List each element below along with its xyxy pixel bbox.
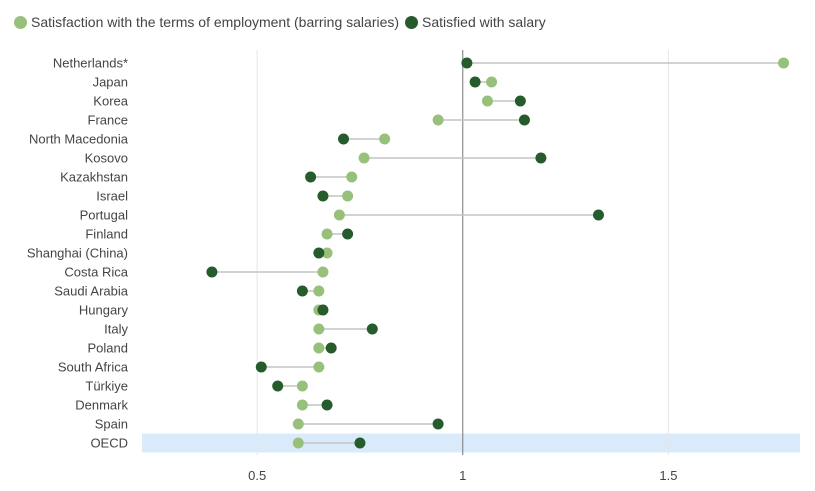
point-salary-hungary: [317, 304, 329, 316]
point-terms-oecd: [292, 437, 304, 449]
point-salary-costa-rica: [206, 266, 218, 278]
legend-swatch-salary: [405, 15, 419, 29]
category-label-hungary: Hungary: [79, 303, 129, 318]
point-terms-kazakhstan: [346, 171, 358, 183]
point-terms-italy: [313, 323, 325, 335]
point-terms-finland: [321, 228, 333, 240]
point-salary-france: [518, 114, 530, 126]
x-tick-label-0-5: 0.5: [248, 468, 266, 483]
point-terms-spain: [292, 418, 304, 430]
point-salary-denmark: [321, 399, 333, 411]
point-terms-shanghai-china: [321, 247, 333, 259]
point-salary-spain: [432, 418, 444, 430]
category-label-costa-rica: Costa Rica: [64, 265, 128, 280]
point-terms-t-rkiye: [296, 380, 308, 392]
point-salary-shanghai-china: [313, 247, 325, 259]
point-salary-japan: [469, 76, 481, 88]
highlight-band-oecd: [142, 433, 800, 453]
category-label-japan: Japan: [93, 75, 128, 90]
point-terms-denmark: [296, 399, 308, 411]
point-terms-south-africa: [313, 361, 325, 373]
category-label-israel: Israel: [96, 189, 128, 204]
category-label-oecd: OECD: [90, 436, 128, 451]
category-label-spain: Spain: [95, 417, 128, 432]
category-label-netherlands: Netherlands*: [53, 56, 128, 71]
point-terms-japan: [486, 76, 498, 88]
point-salary-finland: [342, 228, 354, 240]
x-tick-label-1: 1: [459, 468, 466, 483]
category-label-portugal: Portugal: [80, 208, 129, 223]
legend-item-salary[interactable]: Satisfied with salary: [405, 14, 546, 30]
point-salary-poland: [325, 342, 337, 354]
point-terms-korea: [481, 95, 493, 107]
point-salary-italy: [366, 323, 378, 335]
category-label-poland: Poland: [88, 341, 128, 356]
category-label-korea: Korea: [93, 94, 128, 109]
point-terms-saudi-arabia: [313, 285, 325, 297]
x-tick-label-1-5: 1.5: [659, 468, 677, 483]
category-label-north-macedonia: North Macedonia: [29, 132, 129, 147]
point-salary-portugal: [592, 209, 604, 221]
legend-label-terms: Satisfaction with the terms of employmen…: [31, 14, 400, 30]
category-label-saudi-arabia: Saudi Arabia: [54, 284, 128, 299]
point-terms-israel: [342, 190, 354, 202]
category-label-finland: Finland: [85, 227, 128, 242]
point-terms-poland: [313, 342, 325, 354]
point-salary-korea: [514, 95, 526, 107]
point-salary-saudi-arabia: [296, 285, 308, 297]
legend-label-salary: Satisfied with salary: [422, 14, 546, 30]
category-label-shanghai-china: Shanghai (China): [27, 246, 128, 261]
legend-swatch-terms: [14, 15, 27, 29]
point-salary-south-africa: [255, 361, 267, 373]
point-terms-portugal: [333, 209, 345, 221]
legend-item-terms[interactable]: Satisfaction with the terms of employmen…: [14, 14, 399, 30]
point-terms-north-macedonia: [379, 133, 391, 145]
category-label-t-rkiye: Türkiye: [85, 379, 128, 394]
category-label-france: France: [88, 113, 128, 128]
point-salary-israel: [317, 190, 329, 202]
category-label-italy: Italy: [104, 322, 128, 337]
point-salary-netherlands: [461, 57, 473, 69]
point-salary-kosovo: [535, 152, 547, 164]
point-terms-costa-rica: [317, 266, 329, 278]
point-terms-france: [432, 114, 444, 126]
category-label-kosovo: Kosovo: [85, 151, 128, 166]
point-salary-north-macedonia: [338, 133, 350, 145]
category-label-south-africa: South Africa: [58, 360, 129, 375]
legend: Satisfaction with the terms of employmen…: [14, 11, 552, 33]
category-label-kazakhstan: Kazakhstan: [60, 170, 128, 185]
point-terms-kosovo: [358, 152, 370, 164]
point-terms-netherlands: [778, 57, 790, 69]
category-label-denmark: Denmark: [75, 398, 128, 413]
point-salary-oecd: [354, 437, 366, 449]
point-salary-t-rkiye: [272, 380, 284, 392]
point-salary-kazakhstan: [305, 171, 317, 183]
